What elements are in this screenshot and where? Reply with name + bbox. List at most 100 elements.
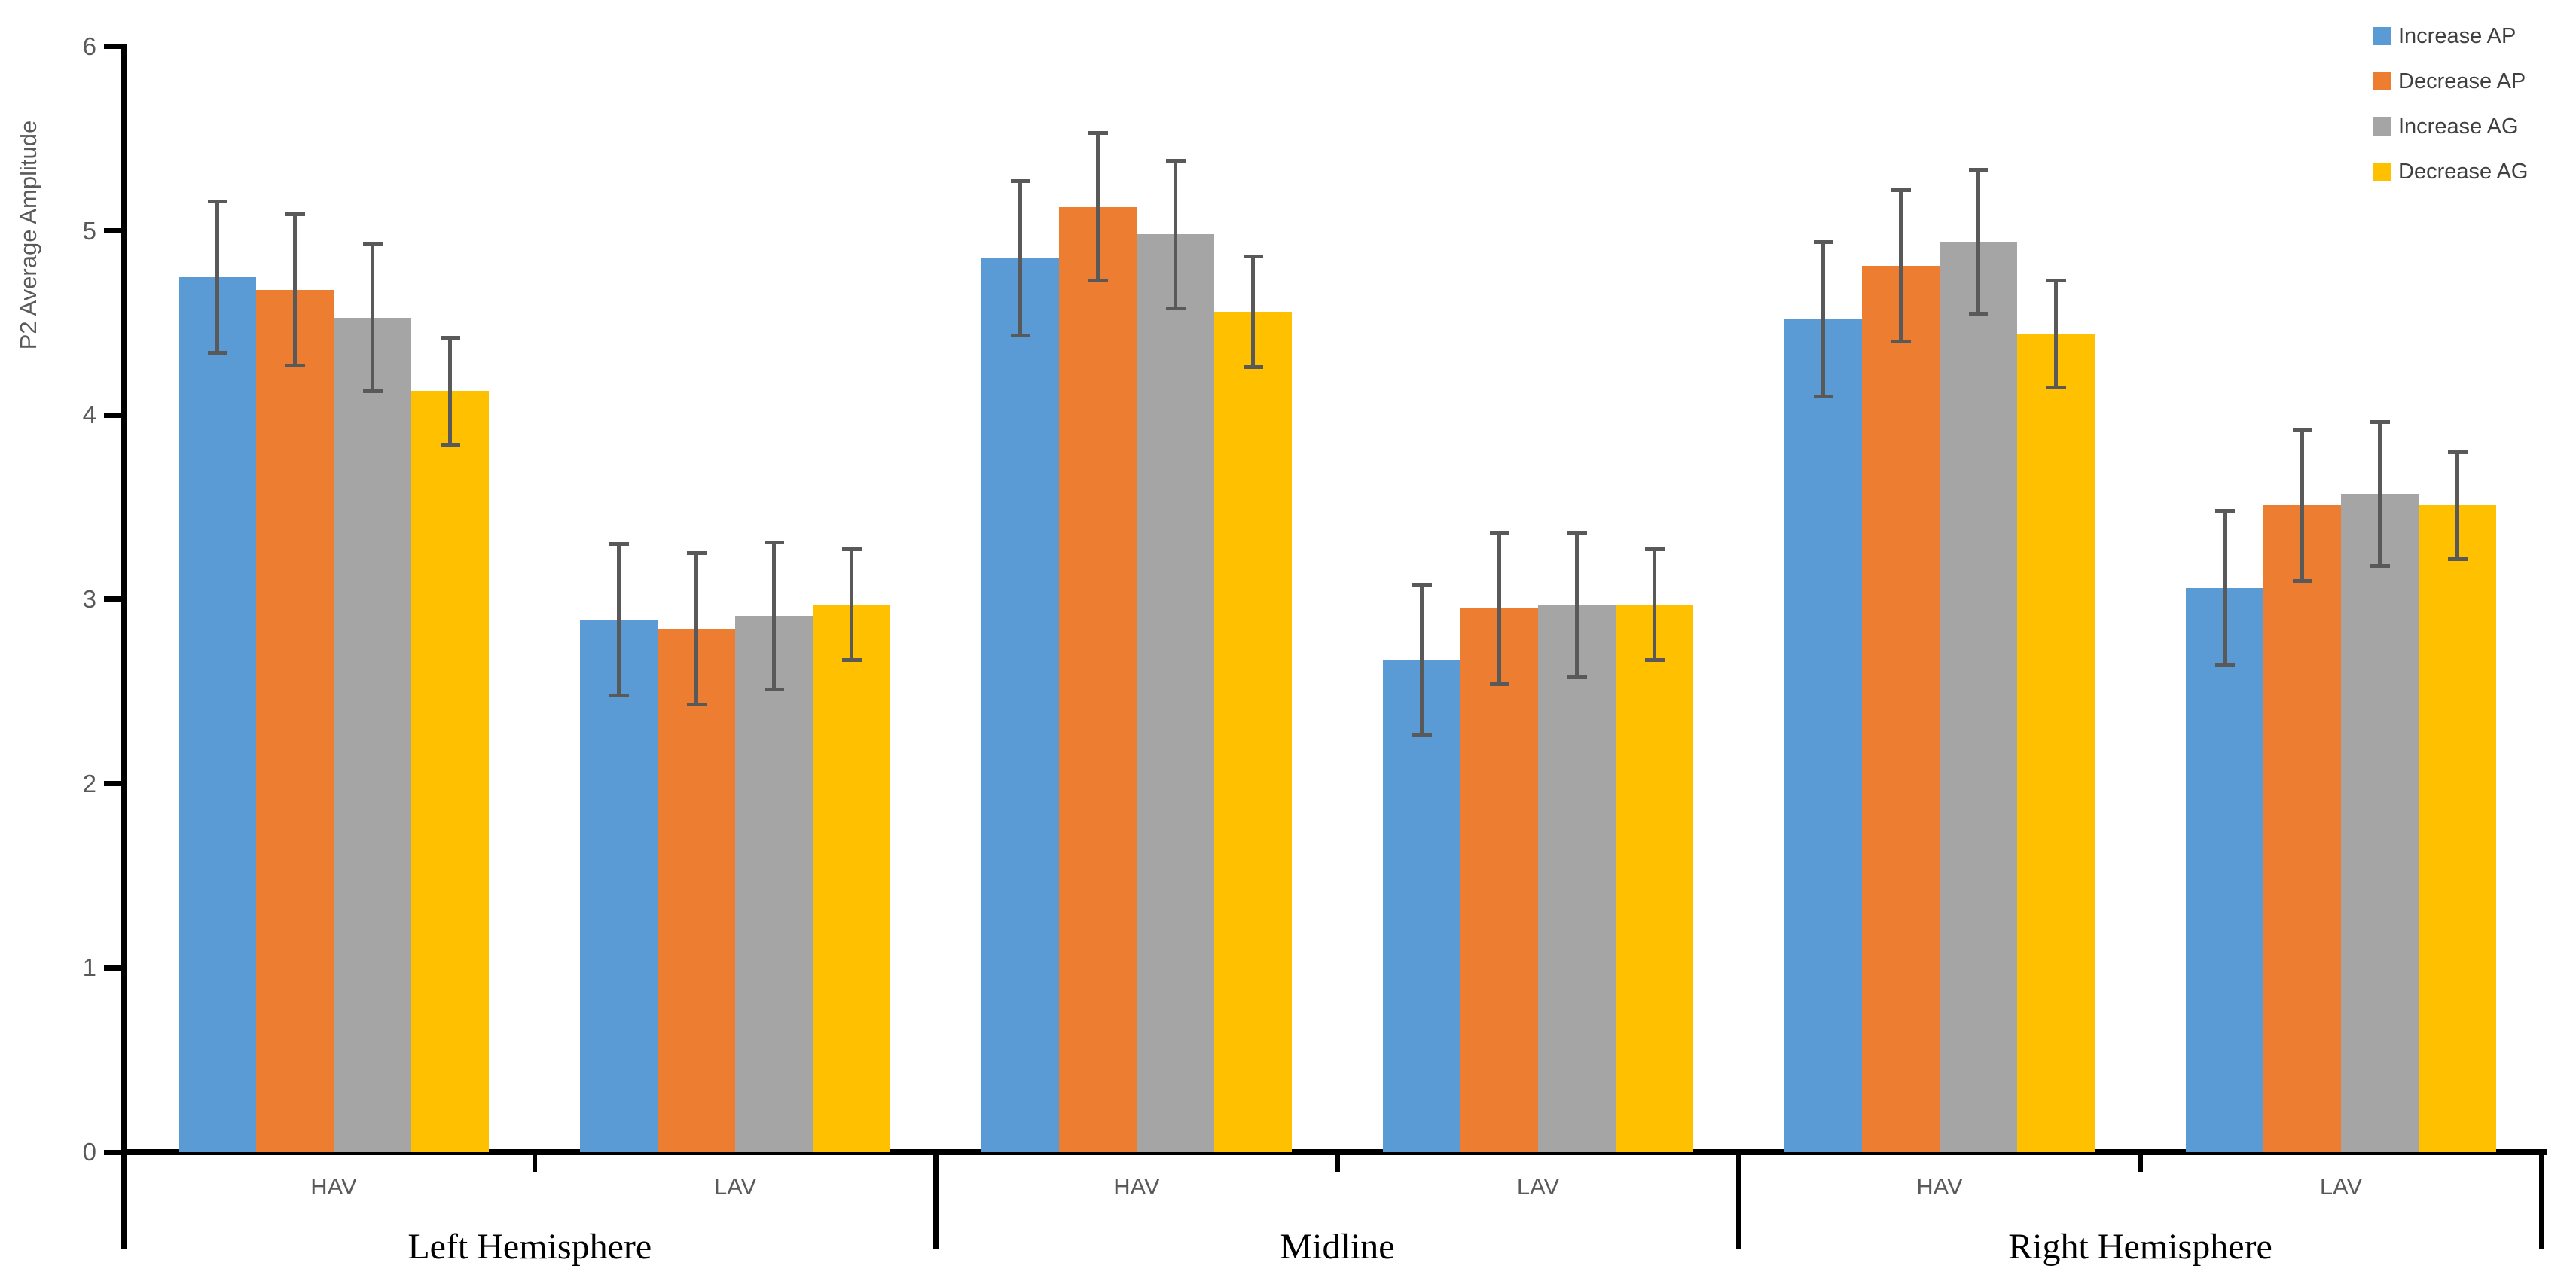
error-bar-cap [609, 541, 629, 546]
group-label-midline: Midline [1280, 1227, 1395, 1267]
category-label-lav-5: LAV [2319, 1173, 2363, 1200]
category-label-lav-1: LAV [713, 1173, 757, 1200]
group-divider-line [2539, 1149, 2544, 1249]
error-bar-cap [1165, 306, 1186, 310]
legend-item-decrease-ag: Decrease AG [2373, 158, 2528, 185]
error-bar-line [371, 243, 374, 392]
error-bar-cap [440, 335, 460, 340]
category-label-hav-2: HAV [1113, 1173, 1160, 1200]
category-tick-mark [1335, 1155, 1340, 1172]
y-tick-mark [104, 965, 121, 971]
legend-label: Increase AG [2398, 114, 2519, 139]
legend-label: Increase AP [2398, 23, 2516, 48]
bar-decrease-ap [1862, 265, 1940, 1152]
bar-increase-ag [334, 317, 411, 1152]
bar-decrease-ap [1460, 608, 1538, 1152]
error-bar-line [2455, 452, 2459, 560]
bar-decrease-ag [2017, 334, 2095, 1152]
y-tick-label: 4 [82, 401, 96, 429]
error-bar-cap [764, 688, 784, 692]
bar-increase-ap [2186, 588, 2263, 1152]
bar-decrease-ap [256, 289, 334, 1152]
error-bar-cap [841, 547, 862, 552]
bar-increase-ap [1784, 319, 1862, 1152]
error-bar-line [2054, 280, 2058, 388]
legend-item-decrease-ap: Decrease AP [2373, 68, 2526, 95]
error-bar-cap [362, 389, 383, 393]
bar-increase-ap [1383, 660, 1460, 1152]
legend-swatch-increase-ap [2373, 27, 2391, 45]
y-tick-mark [104, 44, 121, 50]
error-bar-line [2378, 422, 2382, 566]
error-bar-cap [440, 442, 460, 447]
legend-label: Decrease AG [2398, 159, 2529, 184]
group-divider-line [1736, 1149, 1741, 1249]
error-bar-cap [2046, 385, 2066, 389]
error-bar-line [1976, 169, 1980, 314]
y-tick-mark [104, 781, 121, 787]
error-bar-cap [686, 551, 707, 556]
bar-decrease-ag [813, 605, 890, 1152]
error-bar-cap [1243, 255, 1263, 259]
y-tick-mark [104, 596, 121, 602]
error-bar-cap [1243, 365, 1263, 370]
error-bar-cap [2370, 420, 2390, 425]
error-bar-line [1899, 190, 1903, 342]
error-bar-line [1174, 160, 1177, 309]
y-axis-title: P2 Average Amplitude [15, 120, 41, 350]
error-bar-cap [2214, 508, 2235, 513]
bar-increase-ap [580, 619, 658, 1152]
error-bar-line [1018, 181, 1022, 336]
y-tick-mark [104, 412, 121, 418]
error-bar-line [617, 544, 621, 696]
error-bar-cap [2046, 279, 2066, 283]
error-bar-line [1497, 532, 1501, 685]
bar-decrease-ap [2263, 505, 2341, 1152]
y-tick-label: 1 [82, 953, 96, 982]
error-bar-cap [207, 350, 227, 355]
error-bar-cap [1088, 279, 1108, 283]
group-divider-line [933, 1149, 939, 1249]
error-bar-line [215, 201, 219, 352]
bar-decrease-ap [658, 629, 735, 1152]
category-label-hav-0: HAV [310, 1173, 357, 1200]
error-bar-line [1251, 256, 1255, 367]
error-bar-line [293, 214, 297, 366]
error-bar-cap [1010, 334, 1030, 338]
error-bar-cap [1489, 531, 1509, 535]
x-axis-line [121, 1149, 2547, 1155]
error-bar-cap [1412, 582, 1432, 587]
legend-item-increase-ap: Increase AP [2373, 23, 2516, 50]
bar-decrease-ag [411, 391, 489, 1152]
error-bar-cap [362, 242, 383, 246]
error-bar-cap [2292, 578, 2312, 583]
bar-decrease-ag [2419, 505, 2496, 1152]
error-bar-cap [1968, 168, 1988, 172]
error-bar-line [694, 553, 698, 705]
error-bar-cap [764, 540, 784, 544]
error-bar-cap [1813, 395, 1833, 399]
y-tick-label: 0 [82, 1138, 96, 1166]
bar-decrease-ag [1616, 605, 1693, 1152]
bar-increase-ag [1940, 242, 2017, 1152]
y-tick-label: 3 [82, 584, 96, 613]
error-bar-cap [1567, 675, 1587, 679]
error-bar-cap [1813, 239, 1833, 244]
error-bar-line [1653, 549, 1656, 660]
error-bar-cap [2370, 564, 2390, 569]
y-tick-label: 6 [82, 32, 96, 60]
error-bar-cap [686, 702, 707, 706]
error-bar-cap [1644, 547, 1665, 552]
bar-increase-ag [1137, 234, 1214, 1152]
error-bar-cap [2447, 450, 2468, 454]
error-bar-cap [1968, 312, 1988, 316]
error-bar-cap [285, 363, 305, 367]
error-bar-line [1096, 133, 1100, 281]
error-bar-cap [1567, 531, 1587, 535]
error-bar-cap [1644, 658, 1665, 663]
error-bar-cap [1489, 682, 1509, 686]
error-bar-cap [609, 693, 629, 697]
error-bar-cap [1412, 733, 1432, 738]
group-label-right-hemisphere: Right Hemisphere [2008, 1227, 2272, 1267]
